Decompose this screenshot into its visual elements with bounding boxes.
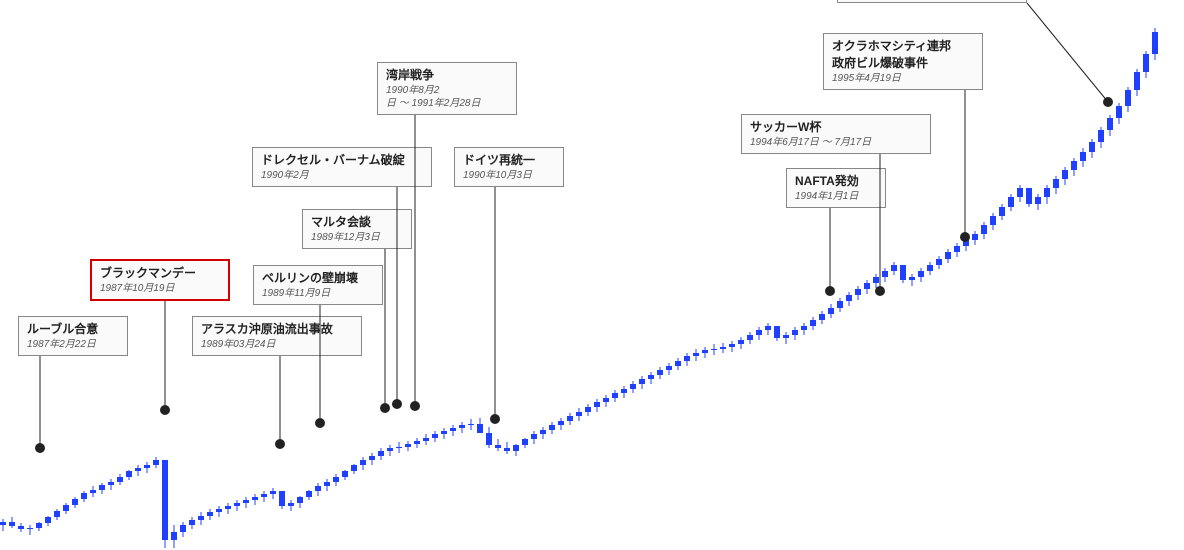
event-dot <box>825 286 835 296</box>
event-date: 1990年10月3日 <box>463 169 555 182</box>
event-title: サッカーW杯 <box>750 119 922 136</box>
event-title: ブラックマンデー <box>100 265 220 282</box>
event-box-oklahoma: オクラホマシティ連邦政府ビル爆破事件1995年4月19日 <box>823 33 983 90</box>
event-box-black-monday: ブラックマンデー1987年10月19日 <box>90 259 230 301</box>
event-box-drexel: ドレクセル・バーナム破綻1990年2月 <box>252 147 432 187</box>
event-title: ドイツ再統一 <box>463 152 555 169</box>
event-dot <box>380 403 390 413</box>
event-title: ベルリンの壁崩壊 <box>262 270 374 287</box>
event-box-topcut: 1996年7月19日 ～ 8月4日 <box>837 0 1027 3</box>
event-title: マルタ会談 <box>311 214 403 231</box>
event-title: アラスカ沖原油流出事故 <box>201 321 353 338</box>
event-dot <box>392 399 402 409</box>
event-dot <box>875 286 885 296</box>
candlestick-chart: ルーブル合意1987年2月22日 ブラックマンデー1987年10月19日アラスカ沖… <box>0 0 1184 550</box>
event-date: 1989年03月24日 <box>201 338 353 351</box>
event-date: 1989年12月3日 <box>311 231 403 244</box>
event-dot <box>315 418 325 428</box>
event-dot <box>490 414 500 424</box>
event-date: 1987年2月22日 <box>27 338 119 351</box>
event-title: オクラホマシティ連邦政府ビル爆破事件 <box>832 38 974 72</box>
event-date: 1990年8月2日 ～ 1991年2月28日 <box>386 84 508 110</box>
event-title: NAFTA発効 <box>795 173 877 190</box>
event-title: ルーブル合意 <box>27 321 119 338</box>
event-date: 1989年11月9日 <box>262 287 374 300</box>
event-dot <box>160 405 170 415</box>
event-box-nafta: NAFTA発効1994年1月1日 <box>786 168 886 208</box>
event-box-worldcup: サッカーW杯1994年6月17日 ～ 7月17日 <box>741 114 931 154</box>
event-box-gulf: 湾岸戦争1990年8月2日 ～ 1991年2月28日 <box>377 62 517 115</box>
event-dot <box>35 443 45 453</box>
event-date: 1994年6月17日 ～ 7月17日 <box>750 136 922 149</box>
event-dot <box>410 401 420 411</box>
event-date: 1995年4月19日 <box>832 72 974 85</box>
event-box-malta: マルタ会談1989年12月3日 <box>302 209 412 249</box>
event-box-germany: ドイツ再統一1990年10月3日 <box>454 147 564 187</box>
event-dot <box>960 232 970 242</box>
event-box-berlin: ベルリンの壁崩壊1989年11月9日 <box>253 265 383 305</box>
event-date: 1990年2月 <box>261 169 423 182</box>
event-dot <box>1103 97 1113 107</box>
event-dot <box>275 439 285 449</box>
event-box-louvre: ルーブル合意1987年2月22日 <box>18 316 128 356</box>
event-box-alaska: アラスカ沖原油流出事故1989年03月24日 <box>192 316 362 356</box>
event-date: 1987年10月19日 <box>100 282 220 295</box>
event-title: 湾岸戦争 <box>386 67 508 84</box>
event-title: ドレクセル・バーナム破綻 <box>261 152 423 169</box>
event-date: 1994年1月1日 <box>795 190 877 203</box>
